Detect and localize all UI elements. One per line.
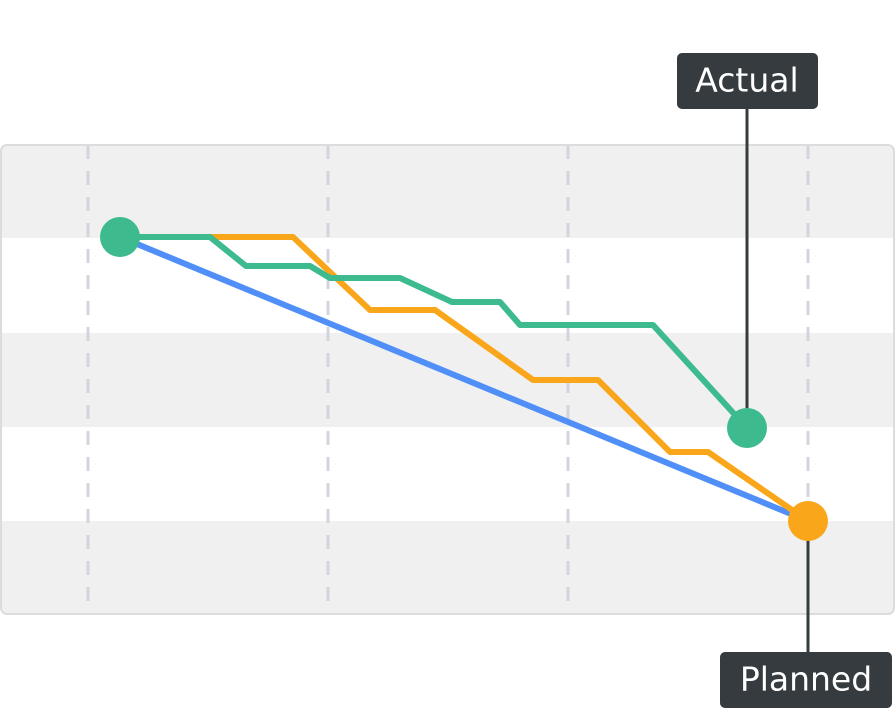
panel-bands	[1, 145, 894, 614]
planned-tag	[720, 652, 892, 708]
band	[1, 521, 894, 614]
panel-border	[0, 144, 895, 615]
actual-label: Actual	[695, 61, 798, 100]
planned-dot	[788, 501, 828, 541]
ideal-line	[118, 234, 810, 524]
actual-line	[120, 234, 750, 431]
start-dot	[100, 217, 140, 257]
actual-tag	[677, 53, 818, 109]
planned-label: Planned	[740, 660, 872, 699]
planned-line	[120, 234, 810, 524]
band	[1, 145, 894, 238]
actual-dot	[727, 408, 767, 448]
band	[1, 333, 894, 427]
